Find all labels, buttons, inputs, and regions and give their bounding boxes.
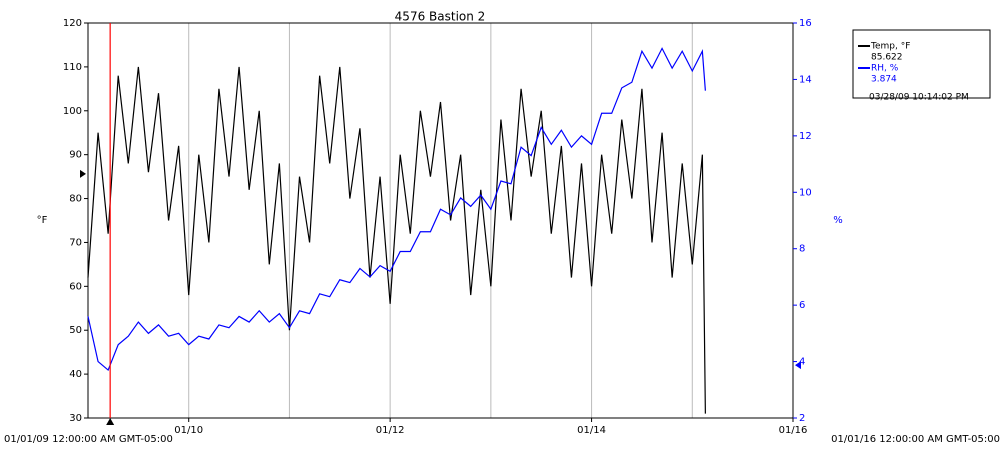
cursor-value-marker	[80, 169, 86, 178]
x-start-label: 01/01/09 12:00:00 AM GMT-05:00	[4, 434, 173, 445]
y-tick-label: 80	[69, 194, 82, 205]
x-end-label: 01/01/16 12:00:00 AM GMT-05:00	[831, 434, 1000, 445]
x-tick-label: 01/12	[376, 425, 405, 436]
y-tick-label: 70	[69, 237, 82, 248]
y2-tick-label: 12	[799, 131, 812, 142]
cursor-value-marker	[795, 361, 801, 370]
cursor-marker	[106, 418, 115, 425]
y-tick-label: 40	[69, 369, 82, 380]
y-tick-label: 120	[63, 18, 82, 29]
y-tick-label: 110	[63, 62, 82, 73]
legend-time: 03/28/09 10:14:02 PM	[869, 93, 969, 103]
legend-label: Temp, °F	[870, 42, 910, 52]
y-tick-label: 60	[69, 281, 82, 292]
series-line	[87, 66, 706, 414]
y-tick-label: 100	[63, 106, 82, 117]
y-axis-label: °F	[37, 215, 48, 226]
y-tick-label: 90	[69, 150, 82, 161]
y2-tick-label: 10	[799, 187, 812, 198]
y2-axis-label: %	[833, 215, 843, 226]
plot-frame	[87, 22, 794, 419]
chart-title: 4576 Bastion 2	[395, 10, 486, 24]
y2-tick-label: 14	[799, 74, 812, 85]
x-tick-label: 01/16	[779, 425, 808, 436]
y2-tick-label: 4	[799, 357, 805, 368]
y2-tick-label: 16	[799, 18, 812, 29]
x-tick-label: 01/10	[174, 425, 203, 436]
y2-tick-label: 6	[799, 300, 805, 311]
y-tick-label: 30	[69, 413, 82, 424]
series-line	[87, 47, 706, 372]
y2-tick-label: 8	[799, 244, 805, 255]
legend-value: 3.874	[871, 75, 897, 85]
x-tick-label: 01/14	[577, 425, 606, 436]
y2-tick-label: 2	[799, 413, 805, 424]
legend-box	[852, 29, 991, 99]
y-tick-label: 50	[69, 325, 82, 336]
legend-value: 85.622	[871, 53, 903, 63]
legend-label: RH, %	[871, 64, 899, 74]
